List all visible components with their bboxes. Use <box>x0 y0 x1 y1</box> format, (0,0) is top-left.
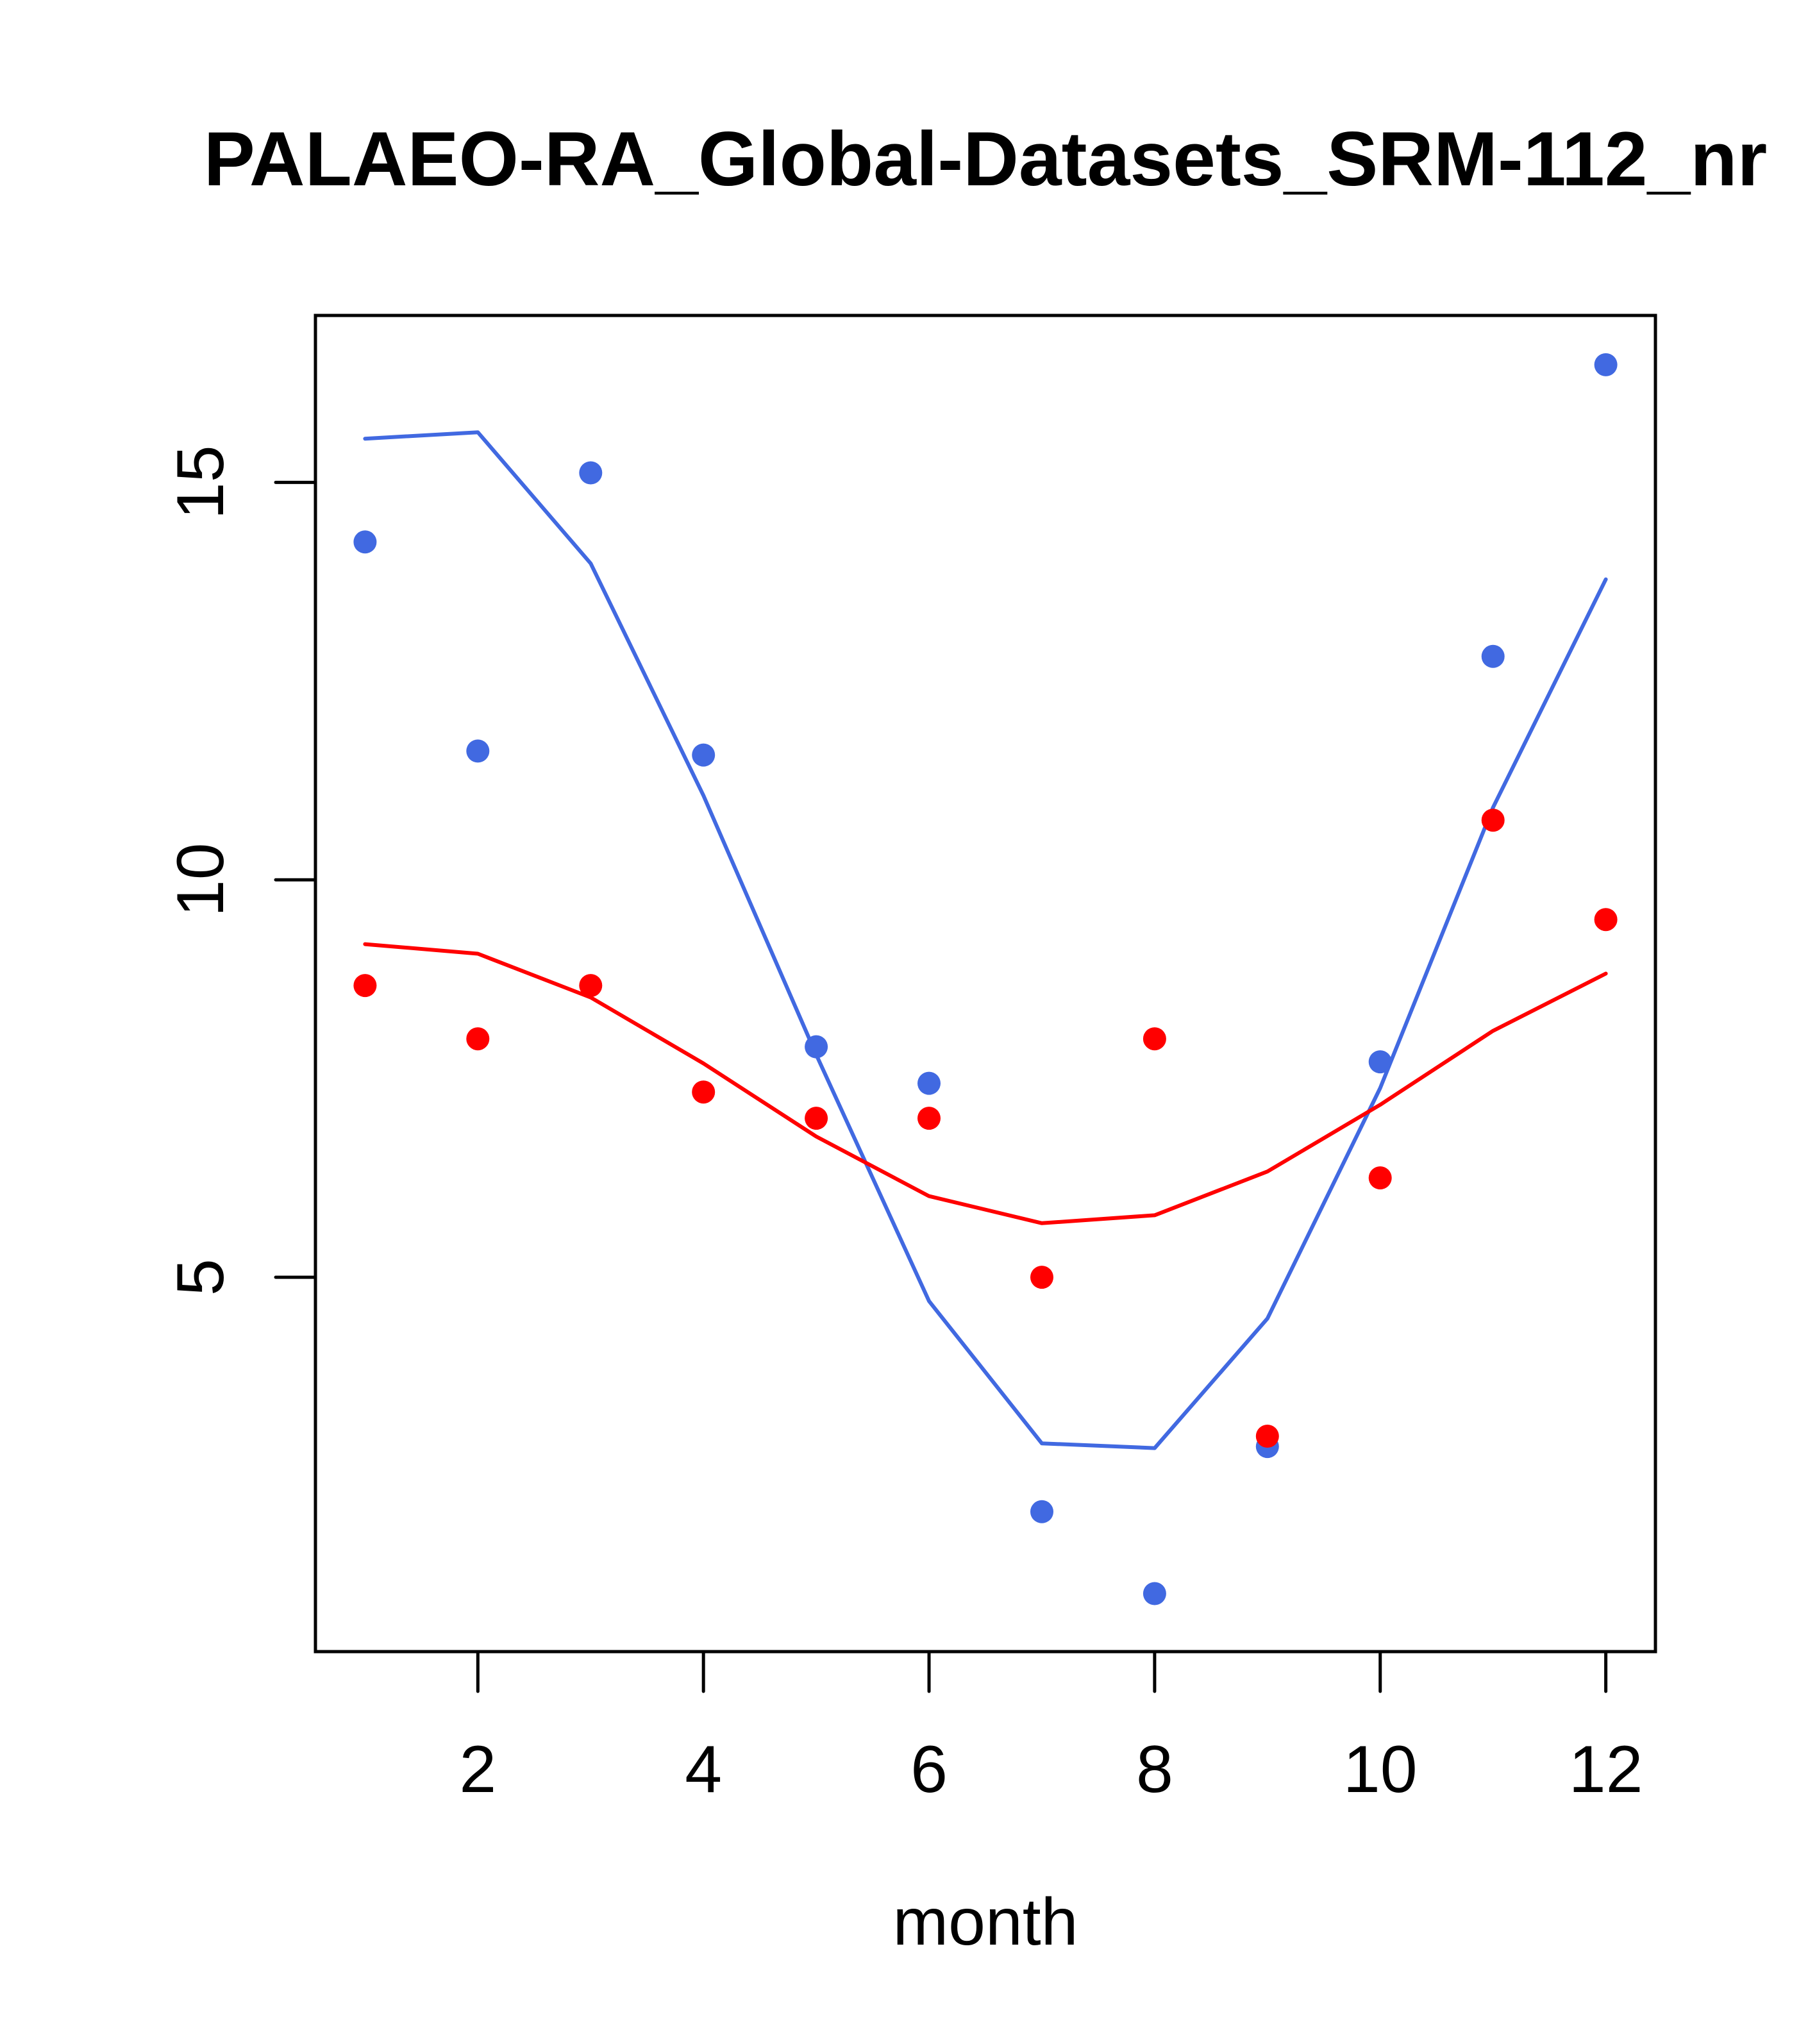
blue-point <box>805 1035 828 1059</box>
y-axis: 5 10 15 <box>163 445 317 1296</box>
red-point <box>805 1107 828 1130</box>
x-tick-label: 2 <box>459 1732 496 1807</box>
x-tick-label: 4 <box>685 1732 722 1807</box>
red-point <box>692 1080 716 1104</box>
blue-point <box>917 1071 941 1095</box>
x-tick-label: 8 <box>1136 1732 1173 1807</box>
blue-point <box>692 743 716 767</box>
blue-point <box>1594 353 1618 376</box>
y-tick-label: 10 <box>163 842 238 917</box>
red-point <box>579 974 603 998</box>
series-layer <box>353 353 1618 1605</box>
blue-point <box>579 461 603 485</box>
red-point <box>1030 1266 1053 1289</box>
red-fit-line <box>363 942 1608 1225</box>
red-point <box>1481 808 1505 832</box>
blue-fit-line <box>363 430 1608 1450</box>
blue-point <box>1368 1050 1392 1074</box>
plot-frame <box>314 314 1657 1654</box>
red-point <box>466 1027 490 1051</box>
blue-point <box>1030 1500 1053 1523</box>
blue-point <box>1143 1582 1166 1605</box>
red-point <box>1255 1425 1279 1448</box>
y-tick-label: 5 <box>163 1259 238 1296</box>
x-tick-label: 6 <box>910 1732 948 1807</box>
red-point <box>1594 908 1618 932</box>
x-axis: 2 4 6 8 10 12 <box>459 1650 1643 1807</box>
blue-point <box>353 530 377 554</box>
red-point <box>353 974 377 998</box>
red-point <box>1143 1027 1166 1051</box>
x-tick-label: 10 <box>1343 1732 1418 1807</box>
chart-title: PALAEO-RA_Global-Datasets_SRM-112_nr <box>204 116 1767 202</box>
blue-point <box>466 739 490 763</box>
x-axis-label: month <box>892 1885 1078 1959</box>
red-point <box>1368 1166 1392 1190</box>
blue-point <box>1481 644 1505 668</box>
red-point <box>917 1107 941 1130</box>
y-tick-label: 15 <box>163 445 238 519</box>
x-tick-label: 12 <box>1569 1732 1643 1807</box>
